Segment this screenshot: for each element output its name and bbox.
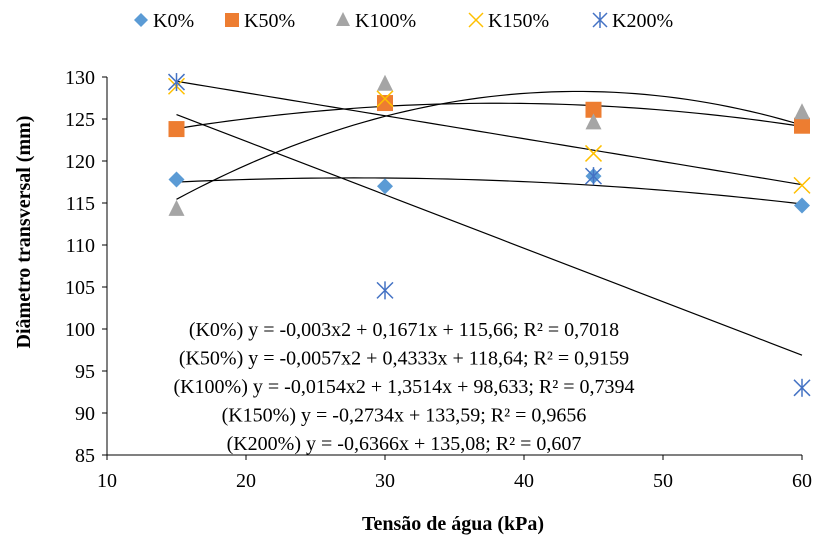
y-tick-label: 105 <box>65 277 95 299</box>
y-tick-label: 115 <box>66 193 95 215</box>
data-point <box>168 199 185 216</box>
data-point <box>585 101 602 118</box>
legend-label: K0% <box>153 10 194 32</box>
legend-label: K200% <box>612 10 673 32</box>
trendline-equations: (K0%) y = -0,003x2 + 0,1671x + 115,66; R… <box>173 319 634 455</box>
equation-label: (K200%) y = -0,6366x + 135,08; R² = 0,60… <box>227 433 582 455</box>
legend-label: K100% <box>355 10 416 32</box>
data-point <box>377 74 393 91</box>
y-tick-label: 110 <box>66 235 95 257</box>
trendline <box>176 177 803 205</box>
legend-label: K150% <box>488 10 549 32</box>
equation-label: (K0%) y = -0,003x2 + 0,1671x + 115,66; R… <box>189 319 619 341</box>
legend-marker <box>592 12 608 28</box>
x-tick-label: 20 <box>236 470 256 492</box>
legend-marker-stroke <box>468 12 484 28</box>
y-tick-label: 95 <box>75 361 95 383</box>
x-tick-label: 50 <box>653 470 673 492</box>
x-tick-label: 60 <box>792 470 812 492</box>
x-tick-label: 40 <box>514 470 534 492</box>
equation-label: (K50%) y = -0,0057x2 + 0,4333x + 118,64;… <box>179 348 629 370</box>
data-point <box>794 197 810 214</box>
data-point-stroke <box>793 176 811 194</box>
legend-entry: K150% <box>468 10 549 32</box>
data-point <box>793 378 811 397</box>
x-axis-title: Tensão de água (kPa) <box>362 513 544 535</box>
y-tick-label: 120 <box>65 151 95 173</box>
trendline <box>176 113 803 356</box>
data-point <box>585 113 602 130</box>
y-tick-label: 100 <box>65 319 95 341</box>
legend-marker <box>468 12 484 28</box>
data-point <box>584 167 603 186</box>
equation-label: (K100%) y = -0,0154x2 + 1,3514x + 98,633… <box>173 376 634 398</box>
legend-marker <box>336 12 350 26</box>
axes: 85 90 95 100 105 110 115 120 125 130 10 20 30 40 50 60 <box>65 67 812 492</box>
data-point <box>377 95 393 112</box>
data-point <box>377 178 393 195</box>
trendline <box>176 90 803 200</box>
y-tick-label: 125 <box>65 109 95 131</box>
trendline <box>176 102 803 130</box>
y-tick-label: 90 <box>75 403 95 425</box>
data-point <box>376 90 394 108</box>
legend-entry: K100% <box>336 10 416 32</box>
legend-entry: K50% <box>225 10 295 32</box>
legend-label: K50% <box>244 10 295 32</box>
y-axis-title: Diâmetro transversal (mm) <box>13 116 35 349</box>
data-point <box>168 171 185 188</box>
data-point-stroke <box>584 144 603 162</box>
equation-label: (K150%) y = -0,2734x + 133,59; R² = 0,96… <box>222 405 587 427</box>
data-point <box>794 117 810 134</box>
data-point <box>584 144 603 162</box>
data-point <box>168 121 185 138</box>
data-point <box>376 281 394 300</box>
data-point-stroke <box>376 90 394 108</box>
legend: K0% K50% K100% K150% K200% <box>134 10 673 32</box>
data-point <box>794 103 810 120</box>
data-point <box>793 176 811 194</box>
x-tick-label: 30 <box>375 470 395 492</box>
y-tick-label: 85 <box>75 445 95 467</box>
x-tick-label: 10 <box>97 470 117 492</box>
data-point <box>167 73 186 92</box>
legend-marker <box>134 13 148 27</box>
trendline <box>176 80 803 186</box>
legend-marker <box>225 13 239 27</box>
data-points <box>167 73 811 397</box>
y-tick-label: 130 <box>65 67 95 89</box>
trendlines <box>176 80 803 356</box>
legend-entry: K0% <box>134 10 194 32</box>
legend-entry: K200% <box>592 10 673 32</box>
